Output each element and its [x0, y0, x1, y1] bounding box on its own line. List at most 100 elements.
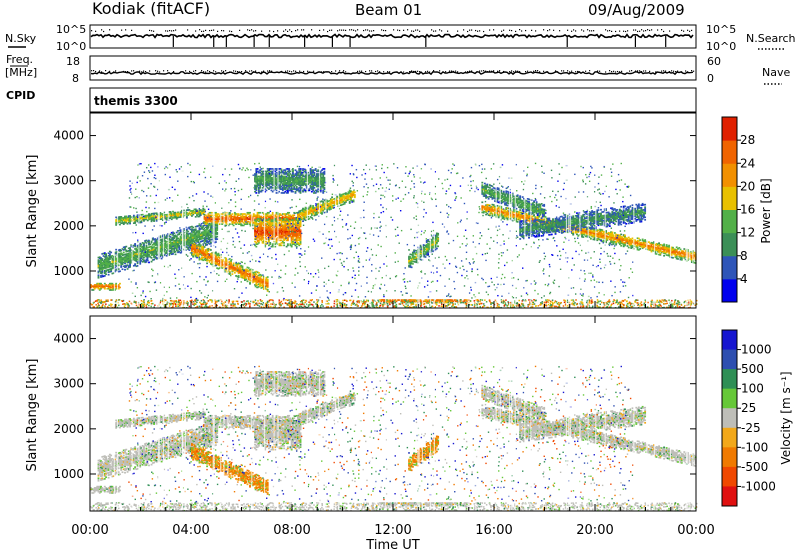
- power-cell: [193, 241, 196, 243]
- power-cell: [312, 183, 315, 185]
- power-cell: [240, 264, 243, 267]
- nsearch-point: [535, 30, 537, 32]
- power-cell: [119, 260, 121, 262]
- power-cell: [343, 197, 346, 200]
- power-cell: [283, 231, 286, 234]
- power-cell: [290, 244, 293, 247]
- power-cell: [117, 220, 120, 222]
- power-cell: [256, 271, 259, 274]
- power-cell: [266, 213, 269, 215]
- power-cell: [240, 217, 243, 219]
- power-cell: [237, 214, 240, 217]
- power-cell: [108, 289, 111, 291]
- power-cell: [179, 216, 182, 218]
- power-cell: [309, 181, 312, 184]
- nave-point: [589, 70, 591, 72]
- nsearch-point: [531, 29, 533, 31]
- power-cell: [151, 251, 154, 254]
- power-cell: [230, 217, 232, 219]
- power-cell: [201, 240, 203, 243]
- power-cell: [269, 224, 272, 226]
- power-cell: [331, 201, 333, 204]
- power-cell: [201, 237, 203, 240]
- power-cell: [183, 212, 186, 214]
- power-cell: [135, 256, 138, 259]
- power-cell: [281, 187, 284, 189]
- nave-point: [691, 70, 693, 72]
- power-cell: [115, 282, 118, 285]
- power-cell: [323, 168, 326, 170]
- power-cell: [271, 211, 274, 214]
- nsearch-point: [131, 29, 133, 31]
- power-cell: [122, 251, 125, 254]
- power-cell: [303, 183, 306, 185]
- nsearch-point: [549, 29, 551, 31]
- nave-point: [379, 71, 381, 73]
- power-cell: [188, 245, 191, 248]
- power-cell: [111, 257, 114, 260]
- power-cell: [121, 248, 124, 250]
- power-cell: [150, 216, 153, 219]
- power-cell: [281, 240, 284, 243]
- power-cell: [107, 284, 110, 286]
- power-cell: [175, 244, 178, 246]
- power-cell: [106, 285, 109, 288]
- power-cell: [279, 228, 282, 230]
- nave-point: [467, 71, 469, 73]
- power-cell: [409, 256, 412, 258]
- power-cell: [312, 175, 315, 178]
- power-cell: [310, 190, 313, 193]
- power-cell: [172, 239, 174, 241]
- power-cell: [148, 261, 150, 264]
- power-cell: [317, 190, 320, 193]
- power-cell: [274, 178, 277, 180]
- power-cell: [148, 248, 150, 251]
- power-cell: [178, 247, 181, 249]
- power-cell: [410, 262, 413, 265]
- nsearch-point: [567, 29, 569, 31]
- power-cell: [294, 244, 297, 247]
- power-cell: [174, 234, 177, 237]
- power-cell: [285, 230, 288, 233]
- power-cell: [101, 270, 104, 273]
- power-cell: [298, 216, 301, 219]
- power-cell: [168, 254, 171, 256]
- power-cell: [232, 267, 235, 270]
- power-cell: [199, 225, 202, 228]
- power-cell: [134, 220, 137, 223]
- power-cell: [111, 284, 114, 286]
- power-cell: [259, 180, 262, 183]
- power-cell: [424, 246, 427, 248]
- power-cell: [309, 212, 312, 215]
- power-cell: [283, 169, 286, 171]
- power-cell: [223, 217, 226, 219]
- power-cell: [292, 223, 294, 225]
- power-cell: [259, 190, 262, 193]
- power-cell: [257, 220, 260, 223]
- power-cell: [255, 189, 258, 192]
- power-cell: [339, 199, 342, 201]
- power-cell: [207, 234, 210, 237]
- power-cell: [183, 238, 186, 240]
- power-cell: [178, 233, 181, 236]
- nave-point: [499, 70, 501, 72]
- power-cell: [247, 277, 250, 279]
- power-cell: [261, 178, 264, 180]
- power-cell: [223, 213, 226, 215]
- power-cell: [326, 200, 328, 203]
- power-cell: [188, 240, 191, 243]
- power-cell: [231, 218, 234, 220]
- power-cell: [175, 239, 178, 241]
- power-cell: [275, 240, 278, 243]
- nave-point: [543, 70, 545, 72]
- power-cell: [125, 215, 128, 218]
- power-cell: [206, 227, 209, 230]
- power-cell: [241, 224, 244, 227]
- power-cell: [193, 230, 196, 232]
- power-cell: [232, 222, 235, 224]
- nsearch-point: [153, 30, 155, 32]
- power-cell: [235, 218, 238, 220]
- nave-point: [429, 71, 431, 73]
- power-cell: [145, 244, 148, 247]
- nsearch-point: [253, 30, 255, 32]
